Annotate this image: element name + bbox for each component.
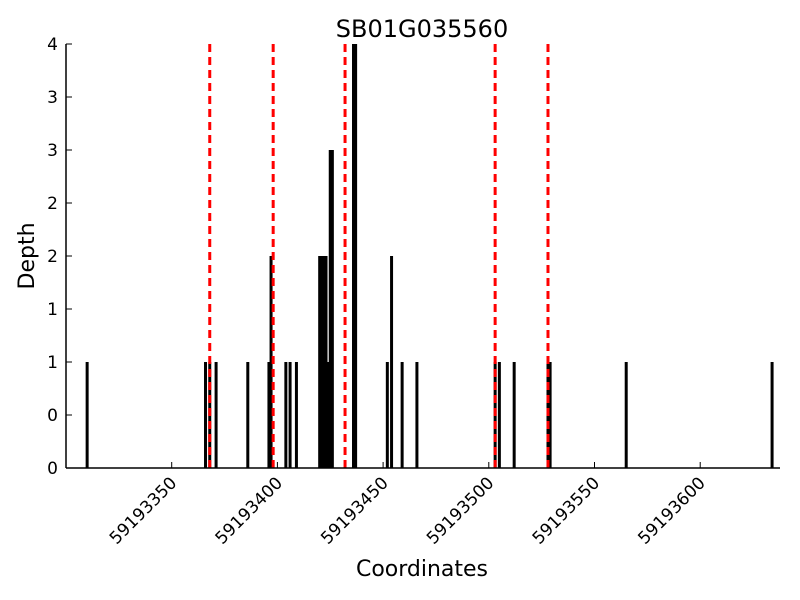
bars-layer — [85, 44, 774, 468]
depth-bar — [214, 362, 218, 468]
y-tick-label: 0 — [47, 459, 58, 479]
y-tick-label: 1 — [47, 300, 58, 320]
x-tick-label: 59193400 — [212, 473, 287, 548]
x-tick-label: 59193550 — [529, 473, 604, 548]
x-ticks-layer: 59193350 59193400 59193450 59193500 59193550… — [106, 462, 710, 549]
depth-bar — [548, 362, 552, 468]
depth-bar — [85, 362, 89, 468]
y-axis-title: Depth — [15, 222, 40, 289]
depth-bar — [385, 362, 389, 468]
depth-bar — [204, 362, 208, 468]
depth-bar — [400, 362, 404, 468]
x-tick-label: 59193350 — [106, 473, 181, 548]
depth-bar — [328, 150, 332, 468]
depth-bar — [512, 362, 516, 468]
y-tick-label: 2 — [47, 194, 58, 214]
x-axis-title: Coordinates — [356, 557, 488, 582]
y-tick-label: 4 — [47, 35, 58, 55]
depth-bar — [294, 362, 298, 468]
y-tick-label: 0 — [47, 406, 58, 426]
depth-bar — [415, 362, 419, 468]
depth-bar — [354, 44, 358, 468]
depth-bar — [284, 362, 288, 468]
depth-bar — [324, 256, 328, 468]
depth-bar — [322, 256, 326, 468]
depth-bar — [269, 256, 273, 468]
y-tick-label: 3 — [47, 88, 58, 108]
marker-lines-layer — [208, 44, 550, 468]
depth-bar — [326, 362, 330, 468]
chart-title: SB01G035560 — [336, 15, 508, 43]
y-tick-label: 1 — [47, 353, 58, 373]
depth-bar — [624, 362, 628, 468]
depth-bar — [320, 256, 324, 468]
x-tick-label: 59193500 — [423, 473, 498, 548]
depth-bar — [288, 362, 292, 468]
y-tick-label: 2 — [47, 247, 58, 267]
x-tick-label: 59193450 — [317, 473, 392, 548]
y-tick-label: 3 — [47, 141, 58, 161]
depth-bar — [390, 256, 394, 468]
depth-bar — [770, 362, 774, 468]
axes-layer — [65, 44, 780, 469]
depth-bar — [497, 362, 501, 468]
y-ticks-layer: 0 0 1 1 2 2 3 3 4 — [47, 35, 72, 479]
depth-bar — [246, 362, 250, 468]
depth-bar — [267, 362, 271, 468]
depth-bar — [352, 44, 355, 468]
depth-bar — [330, 150, 334, 468]
depth-bar — [318, 256, 322, 468]
x-tick-label: 59193600 — [634, 473, 709, 548]
